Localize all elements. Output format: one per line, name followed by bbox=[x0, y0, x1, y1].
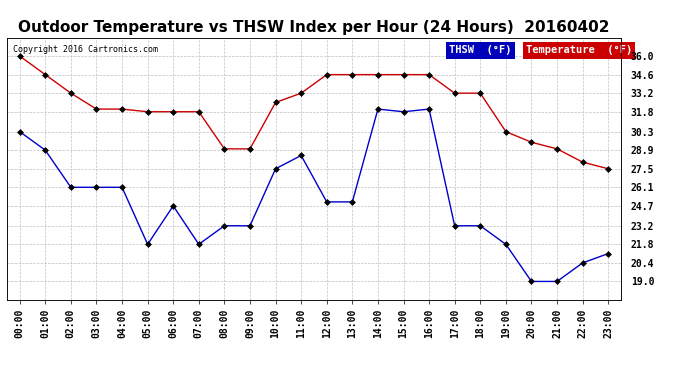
Title: Outdoor Temperature vs THSW Index per Hour (24 Hours)  20160402: Outdoor Temperature vs THSW Index per Ho… bbox=[18, 20, 610, 35]
Text: THSW  (°F): THSW (°F) bbox=[449, 45, 511, 56]
Text: Copyright 2016 Cartronics.com: Copyright 2016 Cartronics.com bbox=[13, 45, 158, 54]
Text: Temperature  (°F): Temperature (°F) bbox=[526, 45, 632, 56]
